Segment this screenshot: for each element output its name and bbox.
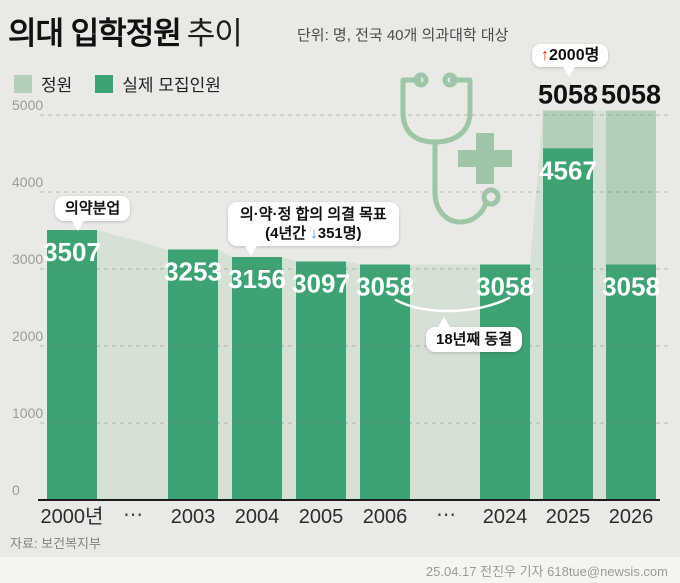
bar-value-label: 3058 bbox=[356, 272, 414, 302]
y-tick-label: 0 bbox=[12, 482, 20, 498]
x-tick-label: 2006 bbox=[363, 506, 408, 528]
quota-value-label: 5058 bbox=[601, 80, 661, 110]
annotation-pharmacy-reform: 의약분업 bbox=[55, 196, 131, 231]
actual-bar bbox=[480, 264, 530, 500]
annotation-agreement-line2: (4년간 ↓351명) bbox=[265, 225, 362, 242]
down-arrow-icon: ↓ bbox=[310, 225, 318, 242]
y-tick-label: 4000 bbox=[12, 174, 43, 190]
legend-actual-swatch bbox=[95, 74, 114, 93]
actual-bar bbox=[296, 261, 346, 500]
chart-legend: 정원 실제 모집인원 bbox=[14, 71, 235, 96]
bar-value-label: 3058 bbox=[602, 272, 660, 302]
page-title-main: 의대 입학정원 bbox=[8, 16, 182, 51]
data-source: 자료: 보건복지부 bbox=[10, 536, 101, 551]
legend-actual-label: 실제 모집인원 bbox=[122, 76, 221, 95]
x-tick-label: 2024 bbox=[483, 506, 528, 528]
freeze-arc bbox=[394, 296, 511, 313]
actual-bar bbox=[168, 249, 218, 500]
legend-quota-swatch bbox=[14, 74, 32, 93]
actual-bar bbox=[47, 230, 97, 500]
annotation-freeze-text: 18년째 동결 bbox=[436, 331, 513, 348]
credit-strip bbox=[0, 557, 680, 583]
x-tick-label: 2025 bbox=[546, 506, 591, 528]
x-tick-label: 2000년 bbox=[41, 505, 104, 528]
legend-quota-label: 정원 bbox=[41, 76, 73, 95]
page-title: 의대 입학정원 추이 bbox=[8, 8, 243, 53]
x-tick-label: 2005 bbox=[299, 506, 344, 528]
x-tick-label: 2003 bbox=[171, 506, 216, 528]
annotation-agreement-line1: 의·약·정 합의 의결 목표 bbox=[240, 206, 387, 223]
annotation-increase-text: 2000명 bbox=[549, 47, 600, 64]
byline-credit: 25.04.17 전진우 기자 618tue@newsis.com bbox=[425, 564, 668, 579]
bar-value-label: 3058 bbox=[476, 272, 534, 302]
actual-bar bbox=[606, 264, 656, 500]
annotation-increase: ↑2000명 bbox=[532, 44, 609, 77]
y-tick-label: 2000 bbox=[12, 328, 43, 344]
annotation-freeze: 18년째 동결 bbox=[426, 317, 523, 352]
bar-value-label: 3507 bbox=[43, 237, 101, 267]
unit-note: 단위: 명, 전국 40개 의과대학 대상 bbox=[297, 27, 509, 44]
x-tick-label: 2004 bbox=[235, 506, 280, 528]
quota-value-label: 5058 bbox=[538, 80, 598, 110]
page-title-suffix: 추이 bbox=[186, 16, 243, 51]
medical-cross-icon bbox=[458, 133, 512, 184]
bar-value-label: 4567 bbox=[539, 155, 597, 185]
y-tick-label: 3000 bbox=[12, 251, 43, 267]
y-tick-label: 5000 bbox=[12, 97, 43, 113]
x-gap-label: ⋯ bbox=[436, 504, 456, 526]
bar-value-label: 3253 bbox=[164, 257, 222, 287]
x-gap-label: ⋯ bbox=[123, 504, 143, 526]
annotation-pharmacy-reform-text: 의약분업 bbox=[65, 200, 121, 217]
y-tick-label: 1000 bbox=[12, 405, 43, 421]
bar-value-label: 3097 bbox=[292, 269, 350, 299]
x-tick-label: 2026 bbox=[609, 506, 654, 528]
annotation-agreement-target: 의·약·정 합의 의결 목표 (4년간 ↓351명) bbox=[228, 202, 399, 256]
stethoscope-icon bbox=[400, 72, 501, 225]
up-arrow-icon: ↑ bbox=[541, 47, 549, 64]
bar-value-label: 3156 bbox=[228, 264, 286, 294]
actual-bar bbox=[232, 257, 282, 500]
actual-bar bbox=[543, 148, 593, 501]
